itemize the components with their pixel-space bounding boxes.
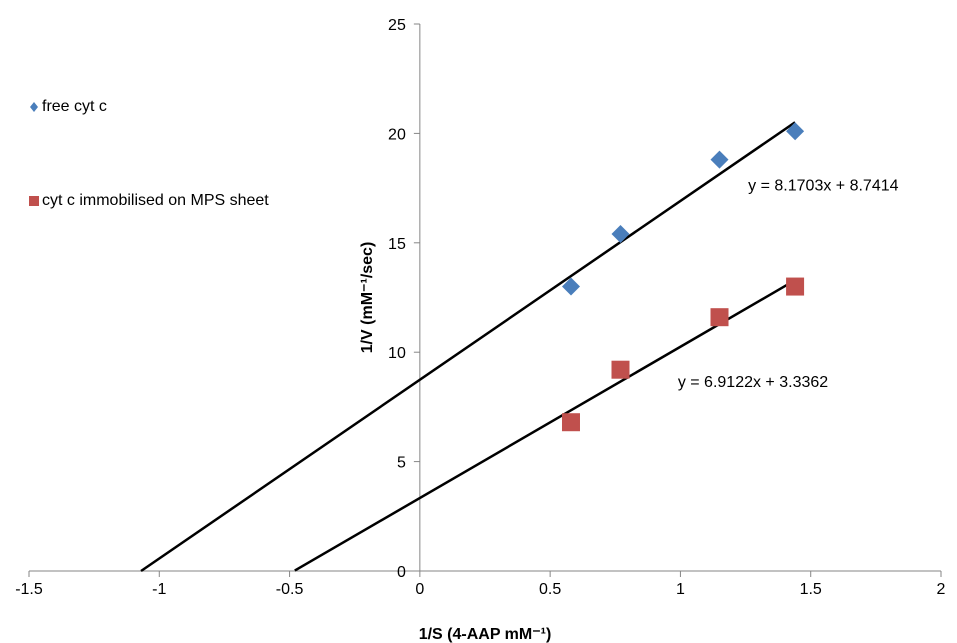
legend-label-cyt-c-immobilised: cyt c immobilised on MPS sheet bbox=[42, 192, 269, 209]
trendline-series-0 bbox=[140, 121, 796, 573]
x-tick-label: -1.5 bbox=[15, 581, 43, 598]
y-tick-label: 0 bbox=[397, 564, 406, 581]
y-tick-label: 25 bbox=[388, 17, 406, 34]
trendline-series-1 bbox=[294, 279, 796, 572]
legend-diamond-marker bbox=[30, 102, 38, 112]
trendlines bbox=[140, 121, 796, 573]
x-tick-label: -0.5 bbox=[276, 581, 304, 598]
x-tick-label: 0.5 bbox=[539, 581, 561, 598]
x-tick-label: 1.5 bbox=[800, 581, 822, 598]
data-point-square bbox=[611, 360, 630, 379]
data-points bbox=[561, 122, 805, 432]
legend-item-cyt-c-immobilised: cyt c immobilised on MPS sheet bbox=[28, 190, 322, 212]
data-point-diamond bbox=[710, 150, 729, 169]
y-axis-title: 1/V (mM⁻¹/sec) bbox=[359, 242, 376, 354]
y-tick-label: 20 bbox=[388, 126, 406, 143]
data-point-diamond bbox=[611, 225, 630, 244]
data-point-diamond bbox=[786, 122, 805, 141]
data-point-square bbox=[786, 277, 805, 296]
legend-label-free-cyt-c: free cyt c bbox=[42, 98, 107, 115]
x-axis-title: 1/S (4-AAP mM⁻¹) bbox=[419, 626, 552, 643]
x-tick-label: 0 bbox=[415, 581, 424, 598]
labels: y = 8.1703x + 8.7414 y = 6.9122x + 3.3362 bbox=[678, 177, 899, 391]
trendline-equation: y = 6.9122x + 3.3362 bbox=[678, 374, 828, 391]
data-point-square bbox=[561, 413, 580, 432]
trendline-equation: y = 8.1703x + 8.7414 bbox=[748, 177, 898, 194]
y-tick-label: 10 bbox=[388, 345, 406, 362]
y-tick-label: 15 bbox=[388, 236, 406, 253]
data-point-diamond bbox=[561, 277, 580, 296]
x-tick-label: 1 bbox=[676, 581, 685, 598]
legend: free cyt c cyt c immobilised on MPS shee… bbox=[28, 96, 328, 212]
legend-item-free-cyt-c: free cyt c bbox=[28, 96, 328, 118]
y-tick-label: 5 bbox=[397, 455, 406, 472]
data-point-square bbox=[710, 308, 729, 327]
x-tick-label: -1 bbox=[152, 581, 166, 598]
legend-square-marker bbox=[29, 196, 39, 206]
x-tick-label: 2 bbox=[937, 581, 946, 598]
